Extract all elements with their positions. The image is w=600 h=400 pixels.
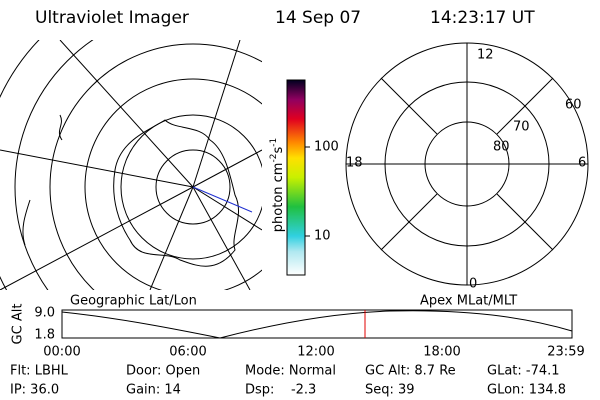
exp: -2 [269,154,279,163]
title: Ultraviolet Imager [35,8,189,28]
date: 14 Sep 07 [275,8,361,28]
mlt-label: 6 [578,156,586,171]
footer-field: Gain: 14 [126,383,181,398]
y-tick-label: 9.0 [34,306,55,321]
unit: photon cm [271,163,286,233]
colorbar-tick-label: 100 [314,140,339,155]
lat-label: 70 [513,120,530,135]
colorbar-unit: photon cm-2s-1 [269,138,286,232]
footer-field: GLon: 134.8 [487,383,566,398]
colorbar [286,79,306,276]
footer-field: Seq: 39 [365,383,415,398]
footer-field: Door: Open [126,364,200,379]
time: 14:23:17 UT [430,8,535,28]
x-tick-label: 23:59 [547,345,584,360]
mlt-label: 0 [469,277,477,292]
footer-field: IP: 36.0 [10,383,59,398]
lat-label: 60 [565,98,582,113]
unit: s [271,147,286,154]
footer-field: GLat: -74.1 [487,364,560,379]
mlt-label: 12 [477,48,494,63]
x-tick-label: 12:00 [297,345,334,360]
colorbar-tick-label: 10 [314,229,331,244]
footer-field: GC Alt: 8.7 Re [365,364,456,379]
exp: -1 [269,138,279,147]
x-tick-label: 06:00 [169,345,206,360]
footer-field: Flt: LBHL [10,364,69,379]
y-label: GC Alt [11,304,26,345]
x-tick-label: 00:00 [43,345,80,360]
lat-label: 80 [493,140,510,155]
geo-map [0,40,262,290]
footer: Flt: LBHL Door: Open Mode: Normal GC Alt: 8… [10,364,566,398]
y-tick-label: 1.8 [34,328,55,343]
altitude-curve [61,310,573,339]
footer-field: Mode: Normal [245,364,336,379]
plot-label: Geographic Lat/Lon [70,294,197,309]
polar-grid [345,42,589,286]
x-tick-label: 18:00 [423,345,460,360]
mlt-label: 18 [346,156,363,171]
plot-label: Apex MLat/MLT [420,294,517,309]
plot-frame [61,309,573,339]
footer-field: Dsp: -2.3 [245,383,316,398]
